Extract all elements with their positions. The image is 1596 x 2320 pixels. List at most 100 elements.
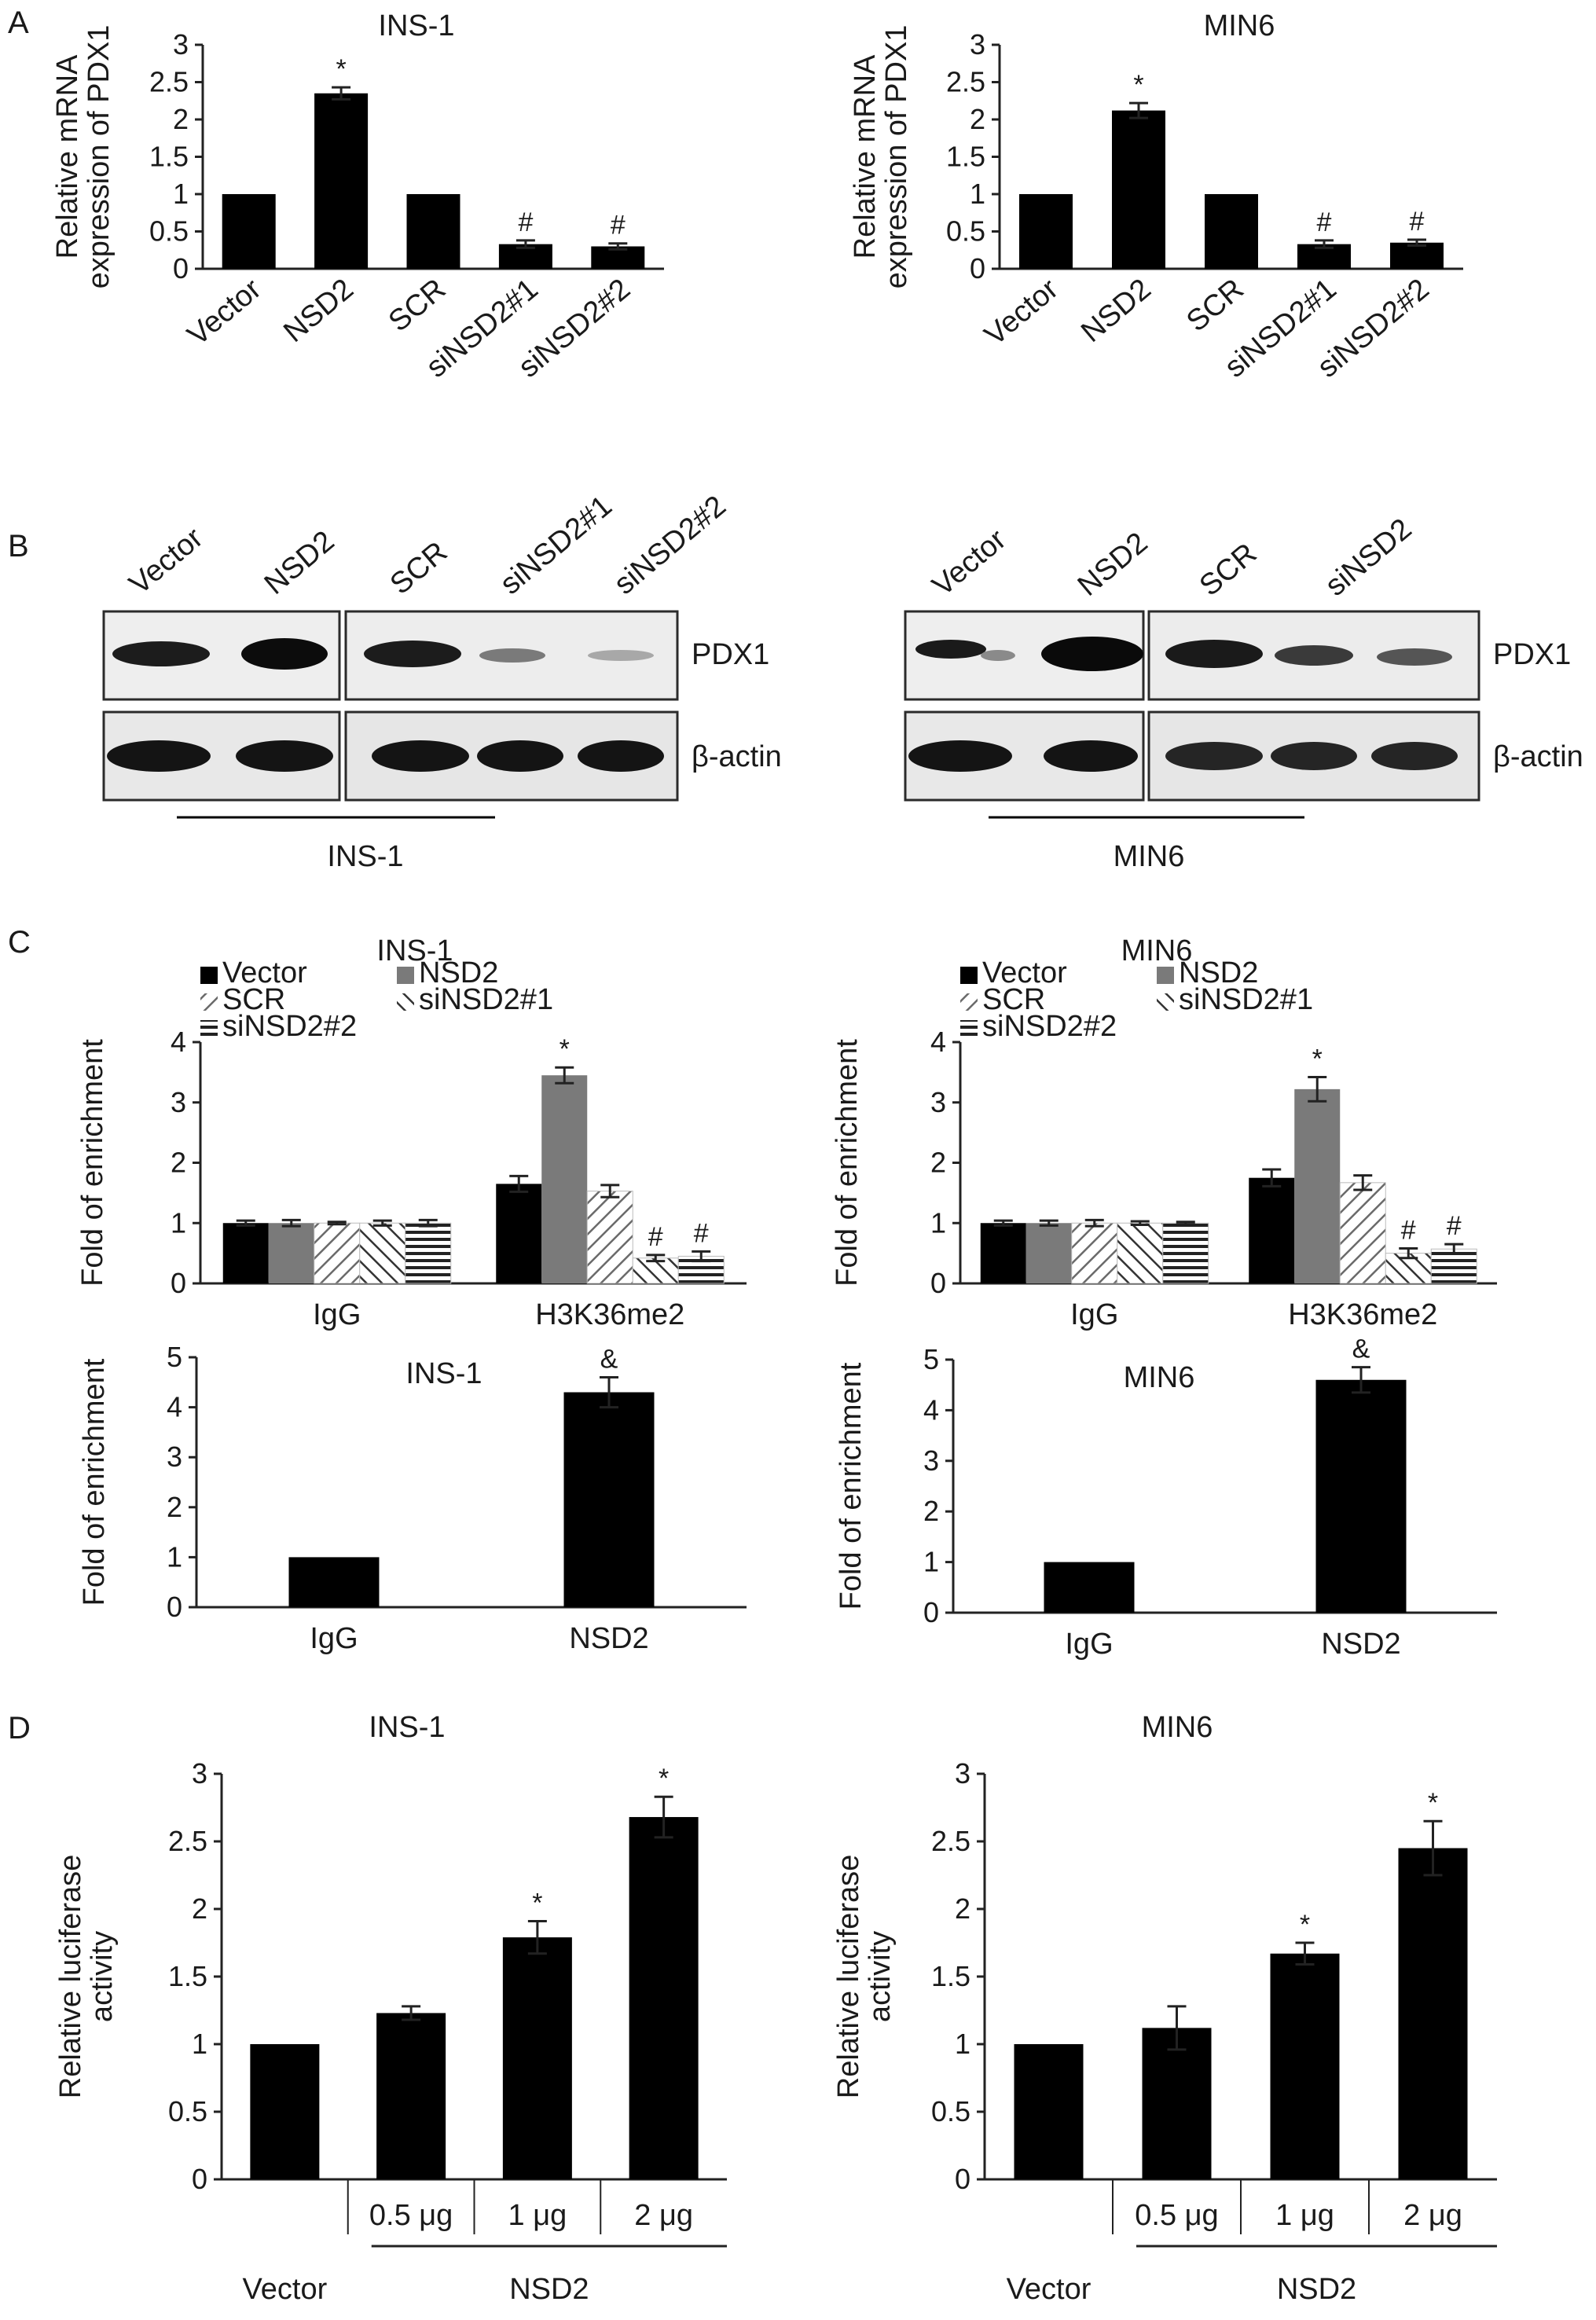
- significance-marker: #: [1410, 207, 1425, 237]
- legend-swatch: [200, 967, 218, 984]
- blot-band: [241, 638, 328, 670]
- group-label: NSD2: [1277, 2273, 1356, 2306]
- legend-swatch: [200, 1020, 218, 1037]
- legend-label: Vector: [982, 956, 1067, 989]
- bar: [1071, 1222, 1118, 1284]
- legend-swatch: [397, 967, 414, 984]
- blot-lane-label: Vector: [123, 521, 210, 601]
- bar: [288, 1557, 380, 1607]
- x-tick-label: NSD2: [569, 1622, 648, 1655]
- blot-min6: Vector NSD2 SCR siNSD2 PDX1 β-actin MIN6: [904, 512, 1583, 873]
- bar: [268, 1223, 314, 1283]
- x-tick-label: 2 μg: [634, 2199, 693, 2232]
- chart-a-ins1: 0 0.5 1 1.5 2 2.5 3 INS-1 Relative mRNAexpressio…: [51, 9, 664, 384]
- y-tick-label: 3: [171, 1086, 186, 1118]
- y-tick-label: 0: [167, 1591, 182, 1623]
- chart-title: MIN6: [1142, 1711, 1213, 1744]
- blot-row-label: β-actin: [692, 740, 782, 773]
- blot-band: [477, 740, 563, 772]
- bar: [406, 194, 460, 269]
- significance-marker: *: [1312, 1044, 1323, 1074]
- chart-title: MIN6: [1204, 9, 1275, 42]
- blot-row-label: β-actin: [1493, 740, 1583, 773]
- y-tick-label: 2: [173, 103, 189, 135]
- y-tick-label: 0.5: [149, 215, 189, 248]
- y-tick-label: 2: [970, 103, 985, 135]
- x-tick-label: H3K36me2: [535, 1298, 684, 1331]
- significance-marker: *: [1300, 1910, 1310, 1940]
- chart-d-ins1: 0 0.5 1 1.5 2 2.5 3 INS-1 Relative luciferaseact…: [54, 1711, 727, 2306]
- blot-lane-label: siNSD2#2: [608, 490, 732, 601]
- y-tick-label: 3: [173, 28, 189, 61]
- x-tick-label: IgG: [1065, 1628, 1113, 1661]
- blot-lane-label: siNSD2#1: [494, 490, 618, 601]
- y-tick-label: 3: [970, 28, 985, 61]
- chart-a-min6: 0 0.5 1 1.5 2 2.5 3 MIN6 Relative mRNAexpression…: [849, 9, 1463, 384]
- blot-band: [981, 650, 1015, 661]
- y-tick-label: 0: [970, 252, 985, 284]
- legend-swatch: [960, 967, 978, 984]
- chart-d-min6: 0 0.5 1 1.5 2 2.5 3 MIN6 Relative luciferaseacti…: [832, 1711, 1497, 2306]
- bar: [1019, 194, 1073, 269]
- y-tick-label: 4: [923, 1393, 939, 1426]
- bar: [1294, 1088, 1341, 1283]
- y-tick-label: 4: [167, 1391, 182, 1423]
- blot-band: [908, 740, 1012, 772]
- bar: [222, 1223, 269, 1283]
- blot-lane-label: siNSD2: [1319, 512, 1418, 603]
- blot-lane-label: SCR: [1194, 537, 1263, 603]
- bar: [1117, 1222, 1164, 1284]
- x-tick-label: H3K36me2: [1288, 1298, 1437, 1331]
- y-axis-label: Relative luciferase: [832, 1855, 865, 2098]
- chart-title: MIN6: [1121, 934, 1193, 967]
- bar: [1044, 1562, 1135, 1613]
- y-axis-label: expression of PDX1: [880, 25, 913, 289]
- y-tick-label: 2: [923, 1495, 939, 1527]
- x-tick-label: IgG: [313, 1298, 361, 1331]
- blot-lane-label: NSD2: [259, 525, 341, 601]
- significance-marker: #: [648, 1222, 663, 1252]
- y-axis-label: Fold of enrichment: [831, 1039, 864, 1287]
- y-tick-label: 1: [955, 2028, 970, 2060]
- bar: [1398, 1848, 1468, 2179]
- x-tick-label: 1 μg: [508, 2199, 567, 2232]
- x-tick-label: IgG: [1070, 1298, 1118, 1331]
- y-tick-label: 0: [955, 2163, 970, 2195]
- legend-label: SCR: [222, 983, 285, 1016]
- chart-c-min6-chip: 0 1 2 3 4 MIN6 Fold of enrichment IgG * # # H3K36me…: [831, 934, 1497, 1331]
- y-tick-label: 0: [192, 2163, 207, 2195]
- bar: [405, 1222, 452, 1284]
- y-tick-label: 0: [173, 252, 189, 284]
- panel-letter-b: B: [8, 529, 29, 563]
- bar: [359, 1222, 406, 1284]
- group-label: NSD2: [509, 2273, 589, 2306]
- bar: [222, 194, 276, 269]
- y-tick-label: 3: [192, 1757, 207, 1790]
- blot-band: [479, 648, 545, 663]
- blot-band: [588, 650, 654, 661]
- x-tick-label: 0.5 μg: [369, 2199, 453, 2232]
- legend-label: Vector: [222, 956, 307, 989]
- blot-band: [364, 641, 461, 667]
- panel-letter-c: C: [8, 925, 31, 960]
- y-tick-label: 2: [171, 1147, 186, 1179]
- x-tick-label: Vector: [182, 273, 268, 353]
- y-axis-label: Fold of enrichment: [78, 1358, 111, 1606]
- blot-band: [1041, 637, 1143, 671]
- blot-band: [372, 740, 469, 772]
- x-tick-label: NSD2: [1075, 273, 1158, 349]
- y-tick-label: 3: [923, 1444, 939, 1477]
- y-tick-label: 5: [923, 1343, 939, 1375]
- y-tick-label: 2.5: [931, 1825, 970, 1857]
- significance-marker: *: [1133, 70, 1143, 100]
- blot-row-label: PDX1: [692, 638, 769, 671]
- blot-cell-line-label: INS-1: [327, 840, 403, 873]
- chart-title: MIN6: [1124, 1361, 1195, 1394]
- bar: [1339, 1182, 1386, 1284]
- chart-c-min6-nsd2: 0 1 2 3 4 5 MIN6 Fold of enrichment IgG & NSD2: [835, 1334, 1497, 1661]
- x-tick-label: NSD2: [277, 273, 360, 349]
- bar: [1162, 1222, 1209, 1284]
- bar: [1390, 242, 1444, 269]
- blot-cell-line-label: MIN6: [1114, 840, 1185, 873]
